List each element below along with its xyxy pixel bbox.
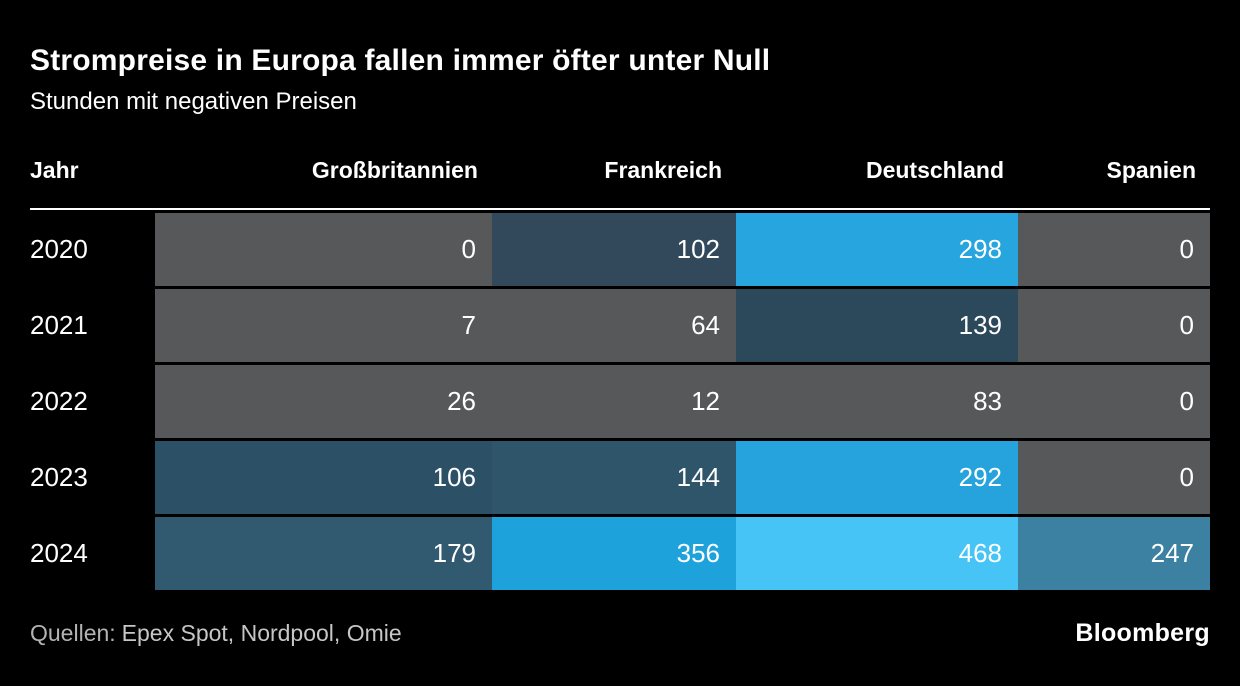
table-cell: 468 xyxy=(736,517,1018,591)
table-cell: 12 xyxy=(492,365,736,439)
table-header-row: Jahr Großbritannien Frankreich Deutschla… xyxy=(30,157,1210,211)
chart-footer: Quellen: Epex Spot, Nordpool, Omie Bloomb… xyxy=(30,619,1210,648)
row-year: 2021 xyxy=(30,289,155,363)
row-year: 2024 xyxy=(30,517,155,591)
column-header-jahr: Jahr xyxy=(30,157,79,184)
page-title: Strompreise in Europa fallen immer öfter… xyxy=(30,44,771,77)
table-row: 2023 106 144 292 0 xyxy=(30,441,1210,515)
table-cell: 7 xyxy=(155,289,492,363)
table-row: 2022 26 12 83 0 xyxy=(30,365,1210,439)
column-header-deutschland: Deutschland xyxy=(865,157,1004,184)
table-cell: 0 xyxy=(1018,213,1210,287)
source-label: Quellen: xyxy=(30,620,116,646)
table-cell: 139 xyxy=(736,289,1018,363)
bloomberg-logo: Bloomberg xyxy=(1075,619,1210,647)
table-cell: 179 xyxy=(155,517,492,591)
table-cell: 356 xyxy=(492,517,736,591)
table-row: 2020 0 102 298 0 xyxy=(30,213,1210,287)
column-header-frankreich: Frankreich xyxy=(604,157,722,184)
table-cell: 292 xyxy=(736,441,1018,515)
table-cell: 26 xyxy=(155,365,492,439)
table-cell: 0 xyxy=(1018,365,1210,439)
table-cell: 0 xyxy=(155,213,492,287)
table-cell: 102 xyxy=(492,213,736,287)
table-cell: 106 xyxy=(155,441,492,515)
column-header-grossbritannien: Großbritannien xyxy=(311,157,478,184)
page-subtitle: Stunden mit negativen Preisen xyxy=(30,87,357,115)
table-row: 2021 7 64 139 0 xyxy=(30,289,1210,363)
row-year: 2022 xyxy=(30,365,155,439)
source-text: Epex Spot, Nordpool, Omie xyxy=(121,620,402,646)
table-cell: 83 xyxy=(736,365,1018,439)
table-cell: 298 xyxy=(736,213,1018,287)
column-header-spanien: Spanien xyxy=(1106,157,1196,184)
heatmap-table: Jahr Großbritannien Frankreich Deutschla… xyxy=(30,157,1210,591)
table-cell: 144 xyxy=(492,441,736,515)
table-cell: 64 xyxy=(492,289,736,363)
table-cell: 247 xyxy=(1018,517,1210,591)
table-row: 2024 179 356 468 247 xyxy=(30,517,1210,591)
table-cell: 0 xyxy=(1018,289,1210,363)
table-cell: 0 xyxy=(1018,441,1210,515)
source-note: Quellen: Epex Spot, Nordpool, Omie xyxy=(30,620,402,647)
row-year: 2023 xyxy=(30,441,155,515)
row-year: 2020 xyxy=(30,213,155,287)
